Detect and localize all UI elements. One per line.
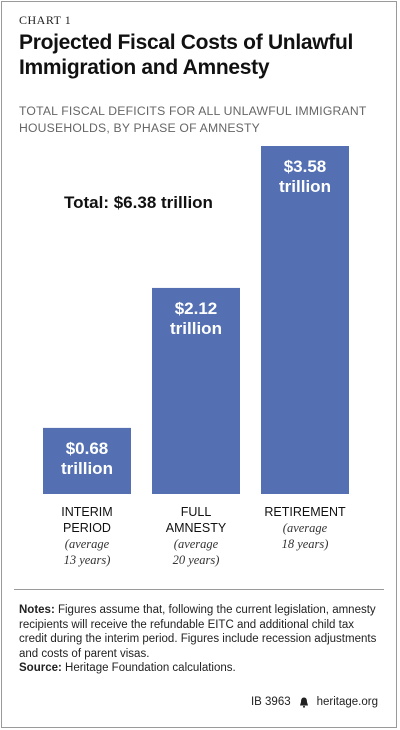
chart-title: Projected Fiscal Costs of Unlawful Immig… <box>19 31 354 79</box>
bar-3 <box>261 146 349 494</box>
bar-value-label: $2.12 <box>175 299 218 318</box>
category-subtitle: (average <box>283 521 328 535</box>
category-label: FULL <box>181 505 212 519</box>
notes-block: Notes: Figures assume that, following th… <box>19 603 384 676</box>
category-subtitle: 20 years) <box>173 553 220 567</box>
liberty-bell-icon <box>299 697 308 708</box>
chart-number-label: CHART 1 <box>19 13 72 27</box>
notes-label: Notes: <box>19 604 55 616</box>
chart-subtitle: TOTAL FISCAL DEFICITS FOR ALL UNLAWFUL I… <box>19 104 367 135</box>
bar-2 <box>152 287 240 494</box>
footer: IB 3963 heritage.org <box>251 696 378 708</box>
category-subtitle: 13 years) <box>64 553 111 567</box>
category-label: PERIOD <box>63 521 111 535</box>
bar-value-label: $3.58 <box>284 157 327 176</box>
bar-value-label: trillion <box>279 177 331 196</box>
notes-paragraph: Notes: Figures assume that, following th… <box>19 603 384 661</box>
category-label: RETIREMENT <box>264 505 346 519</box>
site-link[interactable]: heritage.org <box>316 696 378 708</box>
category-subtitle: (average <box>65 537 110 551</box>
total-annotation: Total: $6.38 trillion <box>64 193 213 212</box>
bar-value-label: $0.68 <box>66 439 109 458</box>
report-id: IB 3963 <box>250 696 291 708</box>
category-subtitle: (average <box>174 537 219 551</box>
source-text: Heritage Foundation calculations. <box>61 662 236 674</box>
source-paragraph: Source: Heritage Foundation calculations… <box>19 661 384 676</box>
category-subtitle: 18 years) <box>282 537 329 551</box>
category-label: INTERIM <box>61 505 112 519</box>
category-label: AMNESTY <box>166 521 227 535</box>
source-label: Source: <box>19 662 62 674</box>
bar-value-label: trillion <box>61 459 113 478</box>
notes-text: Figures assume that, following the curre… <box>19 604 377 660</box>
notes-divider <box>14 589 384 590</box>
bar-1 <box>43 427 131 494</box>
bar-value-label: trillion <box>170 319 222 338</box>
